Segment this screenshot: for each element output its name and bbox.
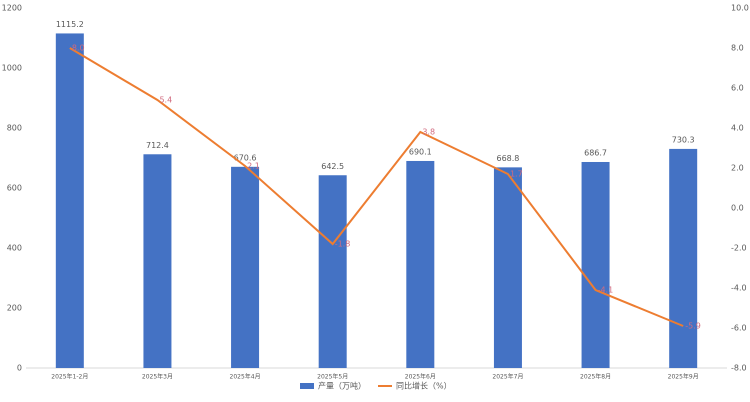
y-tick-label: 0 [17, 364, 22, 373]
bar-value-label: 690.1 [409, 147, 432, 156]
line [69, 47, 684, 327]
bar [143, 154, 172, 368]
y2-tick-label: 4.0 [731, 124, 744, 133]
bar-value-label: 642.5 [321, 162, 344, 171]
y-tick-label: 600 [7, 184, 22, 193]
bar-value-label: 668.8 [496, 154, 519, 163]
x-tick-label: 2025年6月 [405, 373, 436, 381]
y-tick-label: 1200 [2, 4, 22, 13]
x-tick-label: 2025年1-2月 [51, 373, 88, 381]
y2-tick-label: -4.0 [731, 284, 747, 293]
line-value-label: 3.8 [422, 128, 435, 137]
bar-value-label: 712.4 [146, 141, 169, 150]
line-value-label: 5.4 [159, 96, 172, 105]
y2-tick-label: 6.0 [731, 84, 744, 93]
x-tick-label: 2025年5月 [317, 373, 348, 381]
bar-value-label: 1115.2 [56, 20, 84, 29]
y2-tick-label: -2.0 [731, 244, 747, 253]
line-value-label: 1.7 [510, 170, 523, 179]
bar [581, 161, 610, 368]
y2-tick-label: 10.0 [731, 4, 749, 13]
line-value-label: -1.8 [335, 240, 351, 249]
line-value-label: 2.1 [247, 162, 260, 171]
y2-tick-label: 0.0 [731, 204, 744, 213]
legend-swatch [300, 383, 314, 389]
y-tick-label: 800 [7, 124, 22, 133]
x-tick-label: 2025年4月 [230, 373, 261, 381]
bar-value-label: 670.6 [234, 153, 257, 162]
bar [231, 166, 260, 368]
bar [406, 160, 435, 368]
y2-tick-label: 8.0 [731, 44, 744, 53]
bar [669, 148, 698, 368]
bar-value-label: 730.3 [672, 135, 695, 144]
y2-tick-label: -6.0 [731, 324, 747, 333]
legend-label: 产量（万吨） [318, 381, 366, 391]
bar [318, 175, 347, 368]
bar [55, 33, 84, 368]
y2-tick-label: 2.0 [731, 164, 744, 173]
line-value-label: 8.0 [72, 44, 85, 53]
y-tick-label: 400 [7, 244, 22, 253]
x-tick-label: 2025年9月 [668, 373, 699, 381]
x-tick-label: 2025年3月 [142, 373, 173, 381]
x-tick-label: 2025年8月 [580, 373, 611, 381]
bar [493, 167, 522, 368]
line-value-label: -4.1 [598, 286, 614, 295]
y2-tick-label: -8.0 [731, 364, 747, 373]
legend-label: 同比增长（%） [396, 381, 452, 391]
y-tick-label: 200 [7, 304, 22, 313]
bar-value-label: 686.7 [584, 148, 607, 157]
y-tick-label: 1000 [2, 64, 22, 73]
x-tick-label: 2025年7月 [492, 373, 523, 381]
line-value-label: -5.9 [685, 322, 701, 331]
